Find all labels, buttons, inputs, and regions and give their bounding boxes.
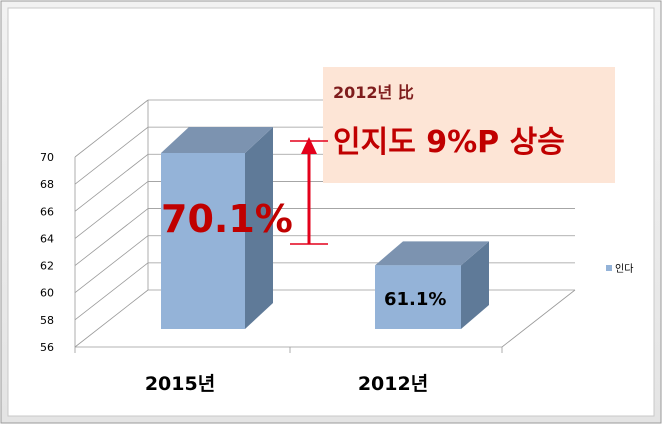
legend-swatch	[606, 265, 612, 271]
y-tick-label: 62	[40, 260, 54, 273]
floor-right-edge	[501, 289, 576, 348]
bar	[375, 265, 461, 329]
y-tick-label: 66	[40, 205, 54, 218]
bar	[161, 153, 245, 329]
x-category-label: 2015년	[145, 373, 215, 395]
data-label: 61.1%	[384, 289, 446, 310]
side-grid-line	[74, 99, 149, 158]
callout-subtitle: 2012년 比	[333, 83, 414, 102]
bar-side	[245, 127, 273, 329]
side-grid-line	[74, 208, 149, 266]
x-axis: 2015년 2012년	[145, 373, 428, 395]
bar-side	[461, 241, 489, 329]
bar-top	[161, 127, 273, 153]
y-tick-label: 68	[40, 178, 54, 191]
callout-box	[323, 67, 615, 183]
y-tick-label: 56	[40, 341, 54, 354]
side-grid-line	[74, 289, 149, 348]
arrow-head	[301, 137, 317, 154]
legend-label: 인다	[615, 263, 633, 275]
side-grid-line	[74, 235, 149, 294]
side-grid-line	[74, 181, 149, 239]
y-tick-label: 64	[40, 232, 54, 245]
y-tick-label: 58	[40, 314, 54, 327]
side-grid-line	[74, 262, 149, 321]
callout-headline: 인지도 9%P 상승	[333, 125, 565, 160]
legend: 인다	[606, 263, 633, 275]
side-grid-line	[74, 153, 149, 212]
data-label: 70.1%	[161, 197, 293, 241]
side-grid-line	[74, 126, 149, 185]
bars: 70.1% 61.1%	[161, 127, 489, 329]
bar-top	[375, 241, 489, 266]
callout: 2012년 比 인지도 9%P 상승	[323, 67, 615, 183]
y-tick-label: 70	[40, 151, 54, 164]
y-tick-label: 60	[40, 287, 54, 300]
x-category-label: 2012년	[358, 373, 428, 395]
y-axis: 56 58 60 62 64 66 68 70	[40, 151, 54, 354]
difference-arrow	[290, 137, 328, 245]
